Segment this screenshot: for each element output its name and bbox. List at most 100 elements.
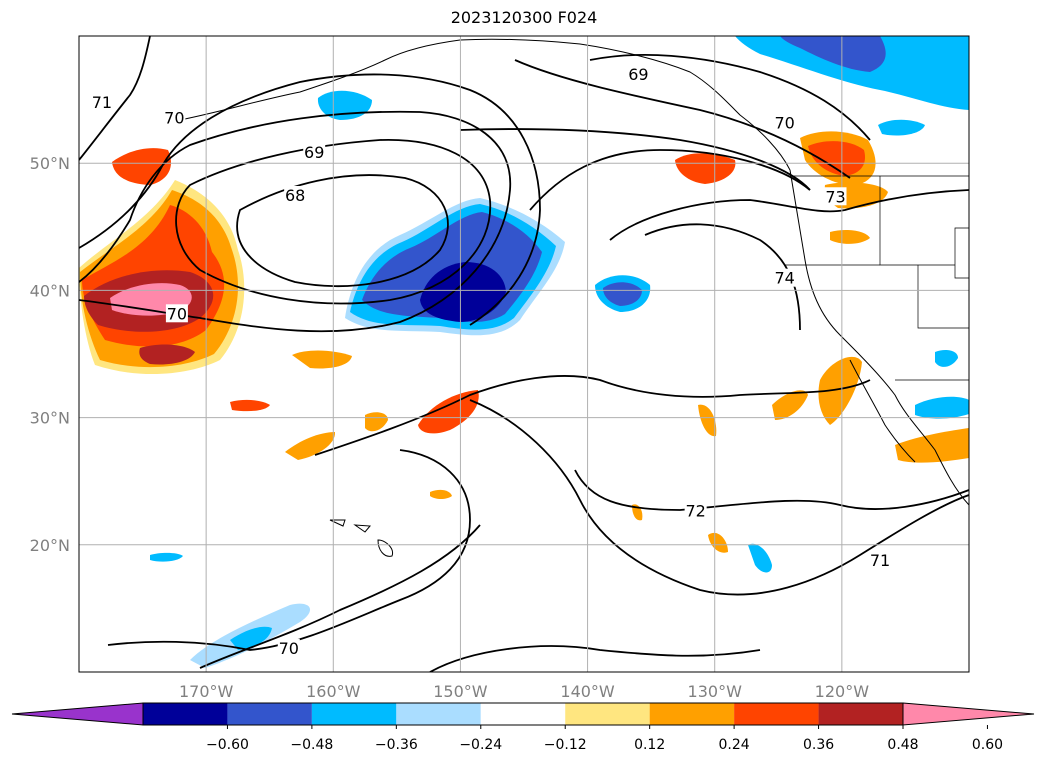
anomaly-negative-central-south <box>748 543 772 573</box>
lon-tick-label: 170°W <box>179 682 234 701</box>
contour-72-ring <box>574 469 969 511</box>
contour-72-east <box>529 149 811 211</box>
colorbar: −0.60 −0.48 −0.36 −0.24 −0.12 0.12 0.24 0.36 0.4… <box>11 702 1035 753</box>
contour-label: 73 <box>825 187 845 206</box>
colorbar-tick-label: 0.12 <box>634 737 665 753</box>
contour-label-bg <box>684 501 707 520</box>
anomaly-negative-mexico <box>915 396 969 419</box>
anomaly-positive-patch-1 <box>285 432 336 460</box>
contour-label-bg <box>773 113 796 132</box>
contour-label: 70 <box>279 639 299 658</box>
anomaly-positive-patch-4 <box>365 412 388 432</box>
colorbar-segment <box>649 703 735 725</box>
contour-label: 74 <box>774 269 794 288</box>
contour-74 <box>644 223 801 331</box>
coastline-baja <box>849 359 916 463</box>
colorbar-segment <box>143 703 228 725</box>
contour-label: 70 <box>167 304 187 323</box>
colorbar-extend-low <box>11 702 144 726</box>
colorbar-segment <box>311 703 397 725</box>
contour-72-south <box>314 375 871 456</box>
anomaly-negative-northeast-blue <box>780 36 886 72</box>
contour-label: 72 <box>685 501 705 520</box>
lon-tick-label: 130°W <box>688 682 743 701</box>
colorbar-tick-label: −0.48 <box>290 737 333 753</box>
border-states-3 <box>917 265 969 329</box>
contour-label: 71 <box>870 551 890 570</box>
anomaly-positive-patch-9 <box>830 230 870 244</box>
colorbar-segment <box>565 703 650 725</box>
grid-layer <box>79 36 969 672</box>
contour-southeast-edge <box>429 645 761 672</box>
contour-label: 71 <box>92 93 112 112</box>
coastline-layer <box>179 38 969 557</box>
lat-tick-label: 30°N <box>30 409 70 428</box>
colorbar-segment <box>396 703 481 725</box>
colorbar-segment <box>227 703 312 725</box>
anomaly-negative-patch-10 <box>878 119 925 136</box>
map-border <box>78 35 970 673</box>
contour-71-south <box>469 399 969 596</box>
colorbar-tick-label: 0.24 <box>719 737 750 753</box>
colorbar-tick-label: −0.24 <box>459 737 502 753</box>
coastline-alaska <box>179 38 791 171</box>
colorbar-extend-high <box>902 702 1035 726</box>
lon-tick-label: 120°W <box>815 682 870 701</box>
contour-label-bg <box>165 304 188 323</box>
border-layer <box>785 175 969 381</box>
colorbar-segment <box>818 703 903 725</box>
contour-70-south <box>107 449 471 651</box>
coastline-hawaii-2 <box>353 524 372 533</box>
contour-label: 70 <box>774 113 794 132</box>
anomaly-positive-subtropical <box>418 390 479 434</box>
anomaly-positive-patch-3 <box>230 399 270 412</box>
contour-label: 68 <box>285 186 305 205</box>
contour-label: 69 <box>628 65 648 84</box>
coastline-west-coast <box>789 169 969 506</box>
lon-tick-label: 160°W <box>306 682 361 701</box>
contour-layer <box>79 36 969 672</box>
coastline-hawaii-1 <box>329 519 346 527</box>
coastline-hawaii-3 <box>377 539 394 557</box>
anomaly-positive-patch-5 <box>698 404 717 437</box>
contour-label-bg <box>163 108 186 127</box>
contour-label-bg <box>90 93 113 112</box>
colorbar-tick-label: −0.60 <box>206 737 249 753</box>
contour-label-bg <box>824 187 847 206</box>
colorbar-tick-label: −0.36 <box>375 737 418 753</box>
contour-label-bg <box>284 186 307 204</box>
contour-label-bg <box>773 268 796 287</box>
contour-label-bg <box>277 638 300 657</box>
anomaly-negative-east-pacific-blue <box>603 282 642 306</box>
anomaly-positive-gulf-alaska <box>675 153 736 184</box>
contour-71-far-west <box>79 36 151 161</box>
colorbar-tick-label: −0.12 <box>544 737 587 753</box>
contour-label-bg <box>627 65 650 84</box>
contour-label: 70 <box>164 108 184 127</box>
contour-71-west <box>79 73 541 326</box>
anomaly-negative-northeast-cyan <box>735 36 969 110</box>
colorbar-segment <box>480 703 566 725</box>
map-content: 71 70 69 68 70 69 70 73 74 72 71 70 <box>79 36 969 672</box>
contour-73 <box>609 189 969 241</box>
lat-tick-label: 40°N <box>30 281 70 300</box>
lat-tick-label: 50°N <box>30 154 70 173</box>
contour-69-west <box>175 139 492 305</box>
colorbar-tick-label: 0.48 <box>887 737 918 753</box>
anomaly-positive-patch-6 <box>772 390 808 420</box>
anomaly-positive-baja <box>818 356 862 425</box>
anomaly-positive-patch-7 <box>708 532 728 553</box>
lon-tick-label: 150°W <box>433 682 488 701</box>
colorbar-tick-label: 0.60 <box>972 737 1003 753</box>
anomaly-negative-central-navy <box>420 262 506 322</box>
axis-label-layer: 170°W 160°W 150°W 140°W 130°W 120°W 50°N 40°N 30… <box>30 154 870 701</box>
map-title: 2023120300 F024 <box>450 8 598 27</box>
contour-71-east <box>459 128 811 191</box>
border-states-4 <box>954 227 969 279</box>
contour-label-layer: 71 70 69 68 70 69 70 73 74 72 71 70 <box>90 65 891 658</box>
colorbar-outline <box>142 702 904 726</box>
contour-70-east <box>514 59 851 179</box>
anomaly-negative-patch-12 <box>935 350 958 367</box>
contour-70-west <box>79 110 511 333</box>
